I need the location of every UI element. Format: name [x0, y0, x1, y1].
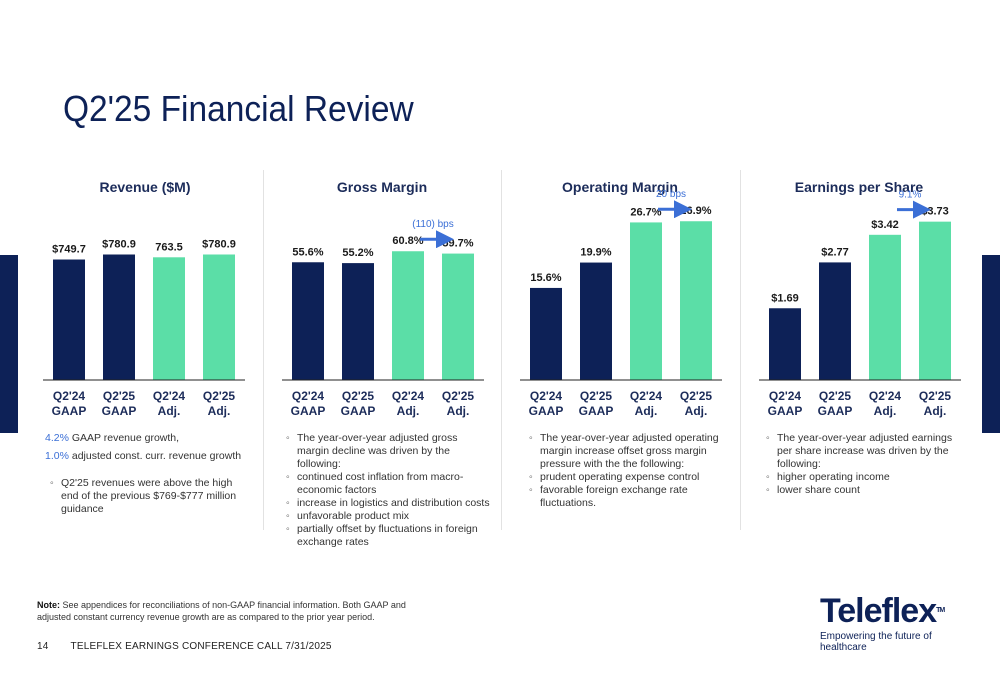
- category-label: Q2'24 Adj.: [630, 389, 663, 418]
- category-label: Q2'24 Adj.: [153, 389, 186, 418]
- bar: [530, 287, 562, 380]
- gross-margin-driver: partially offset by fluctuations in fore…: [286, 523, 496, 549]
- gross-margin-chart-title: Gross Margin: [336, 179, 428, 195]
- bar-charts: $749.7 Q2'24 GAAP $780.9 Q2'25 GAAP 763.5 Q2'24…: [43, 189, 961, 418]
- logo-tagline: Empowering the future of healthcare: [820, 631, 932, 653]
- change-annotation: 20 bps: [656, 189, 686, 200]
- data-label: 15.6%: [530, 272, 561, 284]
- column-divider: [263, 170, 264, 530]
- eps-driver: lower share count: [766, 484, 966, 497]
- category-label: Q2'25 Adj.: [680, 389, 713, 418]
- bar: [919, 221, 951, 380]
- data-label: 19.9%: [580, 247, 611, 259]
- page-number: 14: [37, 641, 49, 652]
- operating-margin-chart-title: Operating Margin: [562, 179, 678, 195]
- data-label: $3.42: [871, 219, 899, 231]
- change-annotation: (110) bps: [412, 219, 454, 230]
- bar: [580, 262, 612, 380]
- category-label: Q2'25 GAAP: [579, 389, 614, 418]
- gross-margin-driver: increase in logistics and distribution c…: [286, 497, 496, 510]
- category-label: Q2'25 GAAP: [341, 389, 376, 418]
- footer-text: TELEFLEX EARNINGS CONFERENCE CALL 7/31/2…: [70, 641, 332, 652]
- bar: [630, 222, 662, 380]
- gross-margin-driver: continued cost inflation from macro-econ…: [286, 471, 496, 497]
- category-label: Q2'25 GAAP: [102, 389, 137, 418]
- footnote-text: See appendices for reconciliations of no…: [37, 600, 406, 622]
- bar: [292, 262, 324, 380]
- category-label: Q2'24 GAAP: [52, 389, 87, 418]
- gross-margin-commentary: The year-over-year adjusted gross margin…: [286, 432, 496, 549]
- bar: [680, 221, 712, 380]
- data-label: $780.9: [202, 238, 236, 250]
- gross-margin-driver: unfavorable product mix: [286, 510, 496, 523]
- bar: [442, 253, 474, 380]
- bar: [153, 257, 185, 380]
- constant-currency-growth-value: 1.0%: [45, 450, 69, 462]
- data-label: 55.2%: [342, 247, 373, 259]
- footer: 14 TELEFLEX EARNINGS CONFERENCE CALL 7/31…: [37, 641, 332, 652]
- constant-currency-growth-text: adjusted const. curr. revenue growth: [68, 450, 242, 462]
- change-annotation: 9.1%: [899, 190, 922, 201]
- data-label: 60.8%: [392, 235, 423, 247]
- logo-wordmark: Teleflex: [820, 592, 937, 630]
- data-label: $780.9: [102, 238, 136, 250]
- eps-driver: higher operating income: [766, 471, 966, 484]
- revenue-commentary: 4.2% GAAP revenue growth, 1.0% adjusted …: [45, 432, 255, 516]
- revenue-growth-value: 4.2%: [45, 432, 69, 444]
- data-label: $1.69: [771, 292, 799, 304]
- data-label: $3.73: [921, 206, 949, 218]
- category-label: Q2'24 Adj.: [392, 389, 425, 418]
- eps-commentary: The year-over-year adjusted earnings per…: [766, 432, 966, 497]
- eps-chart-title: Earnings per Share: [794, 179, 924, 195]
- bar: [769, 308, 801, 380]
- revenue-growth-text: GAAP revenue growth,: [68, 432, 180, 444]
- eps-intro: The year-over-year adjusted earnings per…: [766, 432, 966, 471]
- category-label: Q2'25 GAAP: [818, 389, 853, 418]
- category-label: Q2'25 Adj.: [203, 389, 236, 418]
- revenue-chart-title: Revenue ($M): [99, 179, 191, 195]
- column-divider: [501, 170, 502, 530]
- bar: [53, 259, 85, 380]
- data-label: 26.7%: [630, 206, 661, 218]
- bar: [203, 254, 235, 380]
- data-label: $2.77: [821, 246, 849, 258]
- category-label: Q2'24 GAAP: [291, 389, 326, 418]
- gross-margin-intro: The year-over-year adjusted gross margin…: [286, 432, 477, 471]
- data-label: 763.5: [155, 241, 183, 253]
- footnote: Note: See appendices for reconciliations…: [37, 599, 437, 623]
- category-label: Q2'24 Adj.: [869, 389, 902, 418]
- category-label: Q2'25 Adj.: [919, 389, 952, 418]
- data-label: $749.7: [52, 244, 86, 256]
- page-title: Q2'25 Financial Review: [63, 88, 414, 129]
- data-label: 26.9%: [680, 205, 711, 217]
- left-edge-accent-bar: [0, 255, 18, 433]
- bar: [103, 254, 135, 380]
- logo-trademark: TM: [936, 607, 945, 614]
- operating-margin-driver: favorable foreign exchange rate fluctuat…: [529, 484, 724, 510]
- column-divider: [740, 170, 741, 530]
- footnote-label: Note:: [37, 600, 60, 610]
- operating-margin-commentary: The year-over-year adjusted operating ma…: [529, 432, 724, 510]
- bar: [342, 263, 374, 380]
- teleflex-logo: TeleflexTM Empowering the future of heal…: [820, 592, 980, 653]
- category-label: Q2'24 GAAP: [768, 389, 803, 418]
- right-edge-accent-bar: [982, 255, 1000, 433]
- operating-margin-intro: The year-over-year adjusted operating ma…: [529, 432, 724, 471]
- bar: [392, 251, 424, 380]
- category-label: Q2'24 GAAP: [529, 389, 564, 418]
- bar: [819, 262, 851, 380]
- data-label: 55.6%: [292, 246, 323, 258]
- operating-margin-driver: prudent operating expense control: [529, 471, 724, 484]
- bar: [869, 234, 901, 380]
- category-label: Q2'25 Adj.: [442, 389, 475, 418]
- revenue-guidance-bullet: Q2'25 revenues were above the high end o…: [50, 477, 241, 516]
